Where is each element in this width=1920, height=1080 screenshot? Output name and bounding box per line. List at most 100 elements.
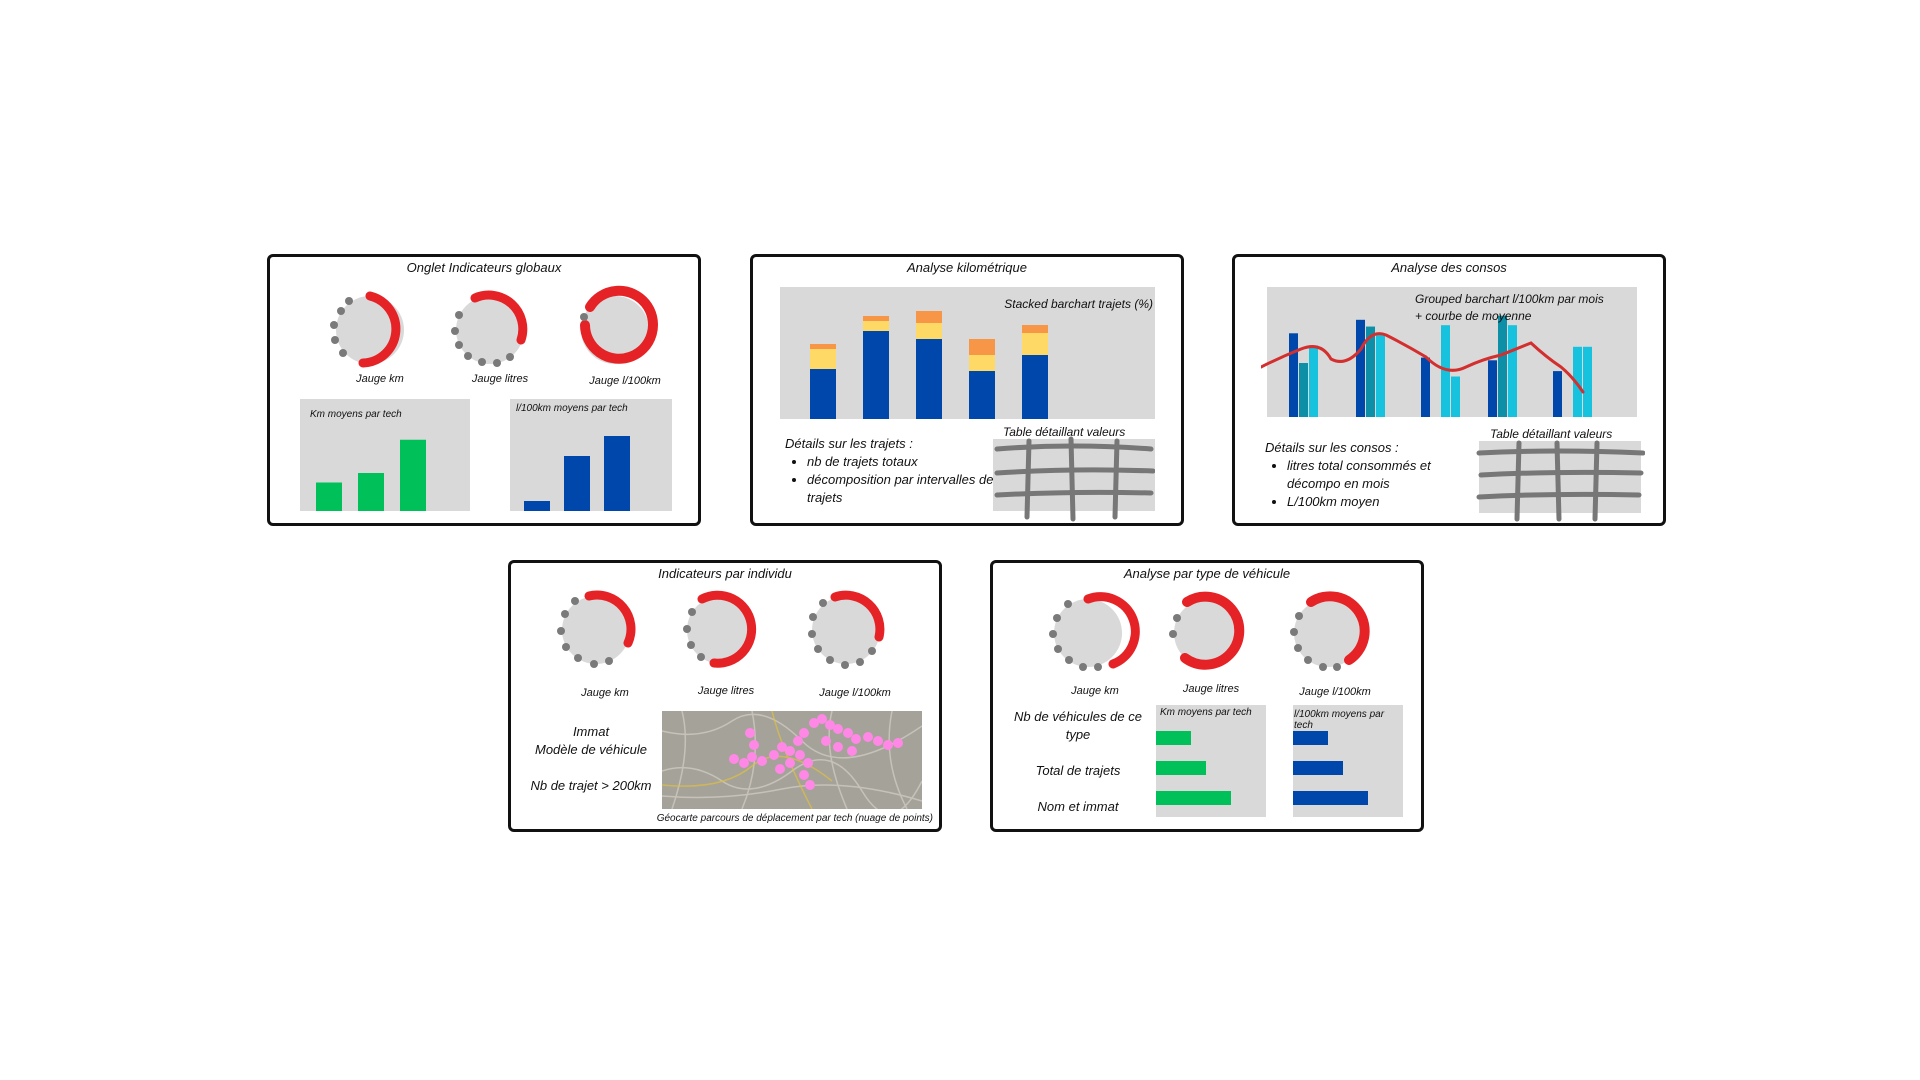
label-nom-immat: Nom et immat xyxy=(1037,799,1119,814)
chart-title: Km moyens par tech xyxy=(310,409,402,420)
gauge-label: Jauge l/100km xyxy=(1299,686,1371,698)
grouped-bar xyxy=(1498,315,1507,417)
hbar xyxy=(1293,731,1328,745)
hbar xyxy=(1156,791,1231,805)
gauge-l100km xyxy=(808,590,885,669)
chart-caption: Grouped barchart l/100km par mois + cour… xyxy=(1415,291,1604,325)
bar xyxy=(316,482,342,511)
map-points xyxy=(662,711,922,809)
hbar xyxy=(1156,731,1191,745)
hbar xyxy=(1293,761,1343,775)
bar xyxy=(604,436,630,511)
panel-title: Indicateurs par individu xyxy=(658,566,792,581)
panel-analyse-type-vehicule: Analyse par type de véhicule Jauge km Ja… xyxy=(990,560,1424,832)
hbar xyxy=(1156,761,1206,775)
grouped-bar xyxy=(1376,333,1385,417)
grouped-bar xyxy=(1289,333,1298,417)
stacked-bar-segment xyxy=(1022,333,1048,355)
info-nb-trajets: Nb de trajet > 200km xyxy=(530,778,652,793)
gauge-km xyxy=(1049,592,1140,671)
gauge-label: Jauge km xyxy=(356,373,404,385)
table-placeholder xyxy=(1476,440,1645,522)
stacked-bar-segment xyxy=(1022,355,1048,419)
gauge-label: Jauge l/100km xyxy=(589,375,661,387)
chart-l100km-moyens: l/100km moyens par tech xyxy=(510,399,672,511)
panel-indicateurs-individu: Indicateurs par individu Jauge km Jauge … xyxy=(508,560,942,832)
gauge-label: Jauge litres xyxy=(1182,683,1240,695)
chart-caption-line: + courbe de moyenne xyxy=(1415,309,1532,323)
gauge-l100km xyxy=(1290,591,1370,671)
gauge-km xyxy=(557,590,636,668)
label-nb-vehicules: Nb de véhicules de ce type xyxy=(1014,709,1142,742)
bar-chart xyxy=(524,436,630,511)
table-grid xyxy=(1476,440,1645,522)
panel-title: Analyse par type de véhicule xyxy=(1123,566,1291,581)
gauge-km xyxy=(330,291,404,368)
hbar xyxy=(1293,791,1368,805)
chart-caption-line: Grouped barchart l/100km par mois xyxy=(1415,292,1604,306)
grouped-bar xyxy=(1441,325,1450,417)
stacked-bar-segment xyxy=(969,371,995,419)
stacked-bar-segment xyxy=(810,344,836,349)
info-modele: Modèle de véhicule xyxy=(534,742,648,757)
info-immat: Immat xyxy=(572,724,610,739)
stacked-bar-chart xyxy=(810,311,1048,419)
grouped-bar xyxy=(1299,363,1308,417)
details-title: Détails sur les consos : xyxy=(1265,440,1399,455)
gauge-label: Jauge litres xyxy=(697,685,755,697)
grouped-bar xyxy=(1583,346,1592,417)
bar-chart xyxy=(316,439,426,511)
gauge-litres xyxy=(451,290,528,367)
average-line xyxy=(1261,332,1585,394)
grouped-bar-chart xyxy=(1261,315,1592,417)
grouped-bar xyxy=(1309,345,1318,417)
chart-title: l/100km moyens par tech xyxy=(516,403,628,414)
table-caption: Table détaillant valeurs xyxy=(1003,425,1126,439)
chart-km-moyens: Km moyens par tech xyxy=(300,399,470,511)
stacked-bar-segment xyxy=(969,339,995,355)
details-item: nb de trajets totaux xyxy=(807,453,995,471)
grouped-bar xyxy=(1366,326,1375,417)
gauge-label: Jauge km xyxy=(1071,685,1119,697)
hbar-chart xyxy=(1293,731,1368,805)
bar xyxy=(400,439,426,511)
grouped-chart-area: Grouped barchart l/100km par mois + cour… xyxy=(1261,287,1637,417)
grouped-bar xyxy=(1553,371,1562,417)
gauge-litres xyxy=(1169,591,1245,670)
geo-map xyxy=(662,711,922,809)
individual-info: Immat Modèle de véhicule Nb de trajet > … xyxy=(521,723,661,795)
map-caption: Géocarte parcours de déplacement par tec… xyxy=(656,813,933,824)
table-placeholder xyxy=(993,436,1155,522)
chart-title: l/100km moyens par tech xyxy=(1294,709,1385,731)
stacked-bar-segment xyxy=(1022,325,1048,333)
details: Détails sur les consos : litres total co… xyxy=(1265,439,1455,511)
stacked-bar-segment xyxy=(916,339,942,419)
panel-title: Onglet Indicateurs globaux xyxy=(406,260,562,275)
gauge-label: Jauge l/100km xyxy=(819,687,891,699)
stacked-bar-segment xyxy=(810,349,836,369)
grouped-bar xyxy=(1356,319,1365,417)
vehicle-type-labels: Nb de véhicules de ce type Total de traj… xyxy=(1003,708,1153,816)
table-caption: Table détaillant valeurs xyxy=(1490,427,1613,441)
panel-global-indicators: Onglet Indicateurs globaux Jauge km Jaug… xyxy=(267,254,701,526)
stacked-bar-segment xyxy=(863,331,889,419)
chart-km-moyens: Km moyens par tech xyxy=(1156,705,1266,817)
details-item: litres total consommés et décompo en moi… xyxy=(1287,457,1455,493)
grouped-bar xyxy=(1451,376,1460,417)
table-grid xyxy=(994,436,1155,522)
stacked-bar-segment xyxy=(863,321,889,331)
chart-caption: Stacked barchart trajets (%) xyxy=(1004,297,1153,311)
gauge-label: Jauge km xyxy=(581,687,629,699)
panel-analyse-consos: Analyse des consos Grouped barchart l/10… xyxy=(1232,254,1666,526)
gauge-l100km xyxy=(580,285,658,364)
details: Détails sur les trajets : nb de trajets … xyxy=(785,435,995,507)
gauge-label: Jauge litres xyxy=(471,373,529,385)
label-total-trajets: Total de trajets xyxy=(1035,763,1121,778)
gauge-litres xyxy=(683,590,757,668)
bar xyxy=(524,501,550,511)
panel-title: Analyse kilométrique xyxy=(907,260,1027,275)
stacked-bar-segment xyxy=(916,311,942,323)
grouped-bar xyxy=(1488,360,1497,417)
details-item: L/100km moyen xyxy=(1287,493,1455,511)
details-item: décomposition par intervalles de trajets xyxy=(807,471,995,507)
